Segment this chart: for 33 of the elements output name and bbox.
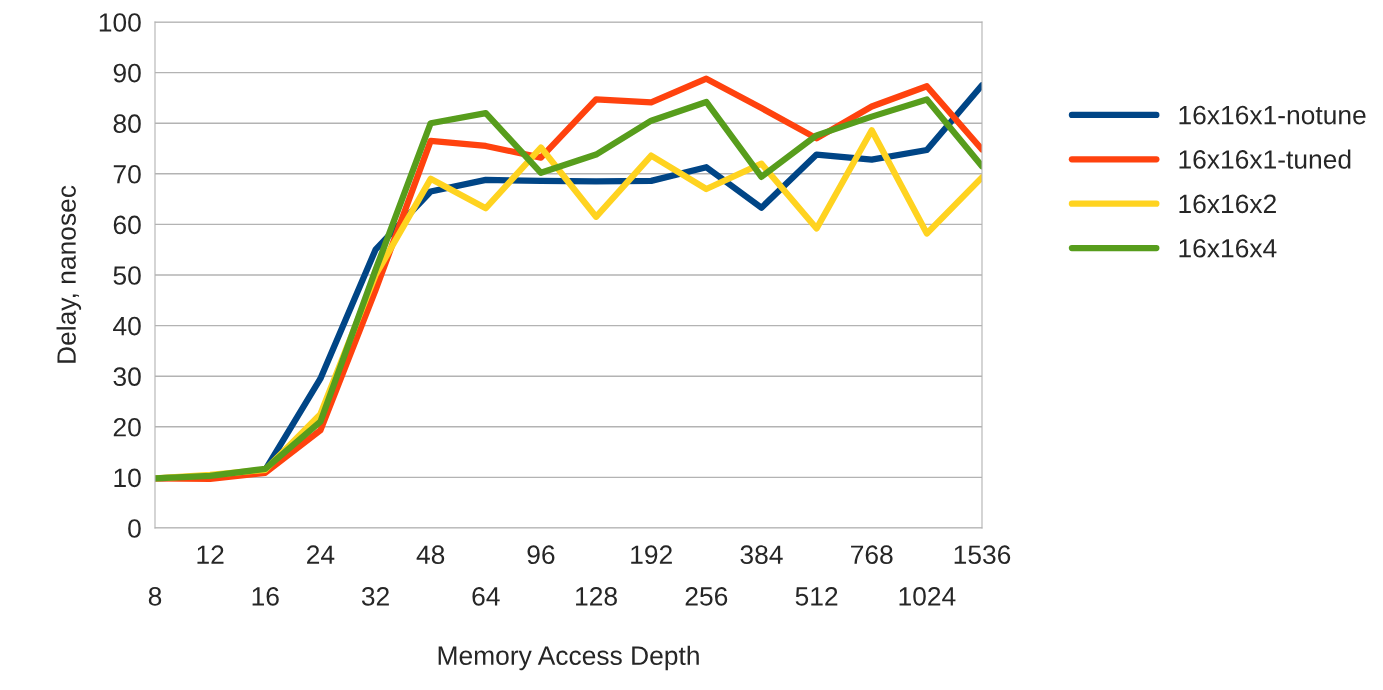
x-tick-label: 512 — [795, 587, 838, 606]
legend-label: 16x16x2 — [1179, 194, 1276, 214]
legend-label: 16x16x1-notune — [1179, 105, 1366, 125]
y-tick-label: 0 — [128, 519, 141, 538]
x-tick-label: 1024 — [899, 587, 956, 606]
y-tick-label: 60 — [113, 215, 141, 235]
x-tick-label: 1536 — [954, 545, 1011, 565]
x-tick-label: 128 — [576, 587, 617, 606]
y-axis-title: Delay, nanosec — [56, 185, 82, 363]
legend-label: 16x16x1-tuned — [1179, 149, 1351, 169]
x-tick-label: 48 — [416, 545, 445, 565]
y-tick-label: 20 — [113, 417, 141, 437]
x-tick-label: 384 — [740, 545, 783, 565]
y-tick-label: 90 — [113, 63, 141, 83]
legend-label: 16x16x4 — [1179, 238, 1277, 258]
y-tick-label: 10 — [114, 468, 141, 488]
x-tick-label: 768 — [851, 545, 893, 565]
y-tick-label: 30 — [113, 367, 141, 387]
x-tick-label: 16 — [252, 587, 279, 606]
x-tick-label: 192 — [631, 545, 672, 565]
x-tick-label: 12 — [197, 545, 224, 564]
x-tick-label: 32 — [361, 587, 389, 606]
y-tick-label: 100 — [99, 13, 141, 32]
x-tick-label: 24 — [307, 545, 335, 564]
x-tick-label: 64 — [472, 587, 500, 606]
x-tick-label: 8 — [148, 587, 162, 606]
x-tick-label: 96 — [527, 545, 555, 565]
y-tick-label: 70 — [113, 164, 141, 184]
y-tick-label: 80 — [113, 114, 141, 134]
x-tick-label: 256 — [685, 587, 728, 606]
x-axis-title: Memory Access Depth — [438, 645, 699, 671]
y-tick-label: 40 — [113, 316, 141, 336]
y-tick-label: 50 — [113, 266, 141, 285]
